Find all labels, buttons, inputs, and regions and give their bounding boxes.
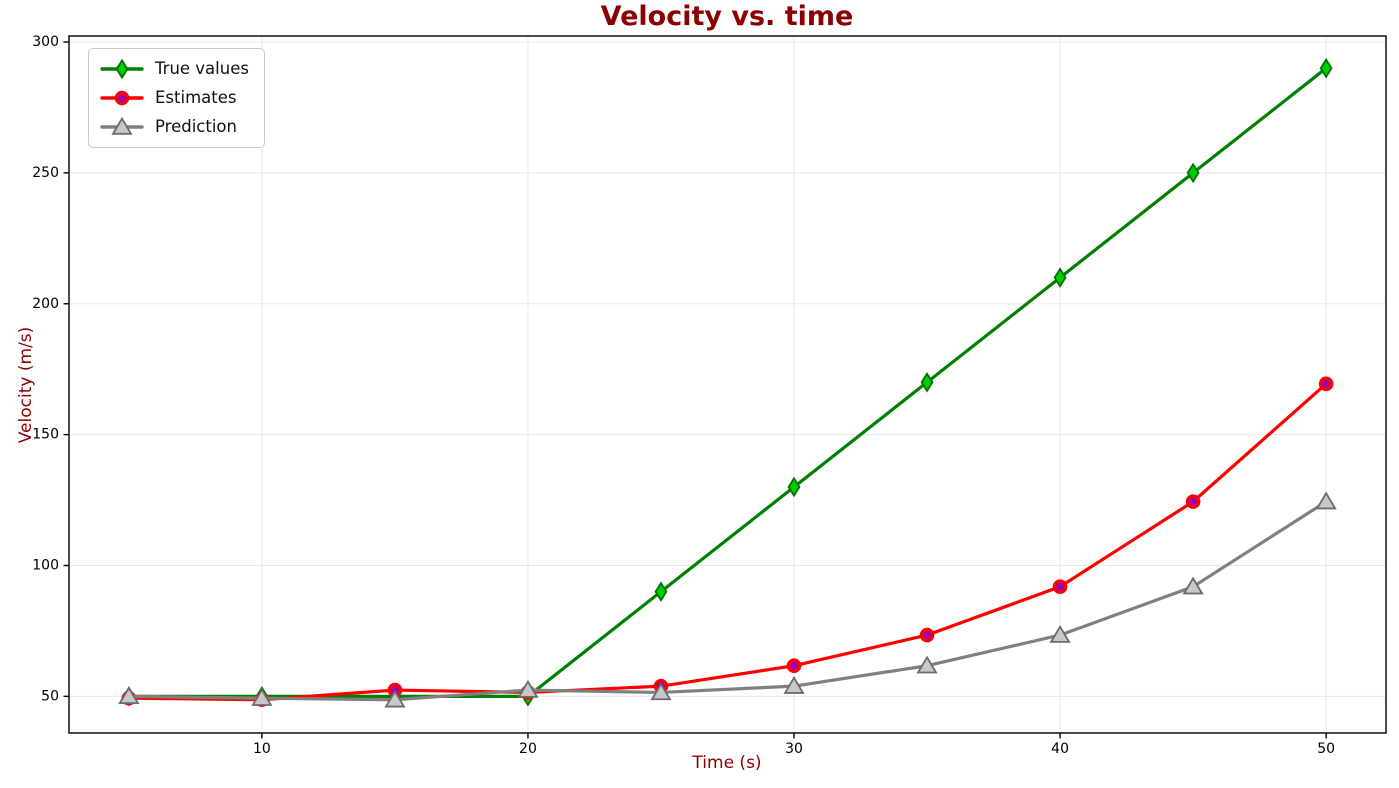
triangle-up-marker-prediction [384,689,406,708]
legend-label: True values [155,58,249,78]
circle-marker-estimates [919,627,935,643]
legend-item-prediction: Prediction [99,115,249,139]
y-tick-label: 250 [32,165,59,181]
circle-marker-estimates [1052,579,1068,594]
circle-marker-estimates [786,658,802,674]
chart-title: Velocity vs. time [600,1,854,32]
legend-triangle-up-sample-icon [100,116,144,135]
triangle-up-marker-prediction [118,686,140,705]
diamond-marker-true-values [1053,267,1067,288]
triangle-up-marker-prediction [1315,491,1337,510]
circle-marker-estimates [1185,494,1201,509]
circle-marker-legend [114,90,130,106]
legend-label: Estimates [155,87,237,107]
triangle-up-marker-prediction [517,679,539,698]
x-tick-label: 10 [253,741,271,757]
y-tick-label: 50 [41,688,59,704]
triangle-up-marker-prediction [1049,624,1071,643]
triangle-up-marker-prediction [650,682,672,701]
legend-circle-sample-icon [100,90,144,106]
diamond-marker-true-values [654,581,668,602]
triangle-up-marker-prediction [1182,576,1204,595]
diamond-marker-true-values [787,476,801,498]
axes-spines [68,35,1387,734]
series-line-estimates [127,382,1328,702]
y-tick-label: 100 [32,557,59,573]
triangle-up-marker-prediction [916,655,938,674]
series-line-prediction [127,500,1328,702]
x-tick-label: 30 [785,741,803,757]
y-axis-label: Velocity (m/s) [16,326,36,444]
diamond-marker-true-values [920,371,934,393]
legend-diamond-sample-icon [100,58,144,80]
triangle-up-marker-prediction [251,688,273,706]
x-tick-label: 50 [1317,741,1335,757]
triangle-up-marker-prediction [783,675,805,694]
x-tick-label: 40 [1051,741,1069,757]
y-tick-label: 200 [32,296,59,312]
y-tick-label: 300 [32,34,59,50]
legend-item-true-values: True values [99,57,249,81]
legend-item-estimates: Estimates [99,86,249,110]
x-tick-label: 20 [519,741,537,757]
y-tick-label: 150 [32,427,59,443]
diamond-marker-legend [115,58,129,80]
legend: True values Estimates Prediction [88,48,265,148]
diamond-marker-true-values [1319,57,1333,79]
x-axis-label: Time (s) [692,753,762,773]
triangle-up-marker-legend [111,116,133,135]
circle-marker-estimates [1318,376,1334,392]
legend-label: Prediction [155,116,237,136]
diamond-marker-true-values [1186,162,1200,184]
